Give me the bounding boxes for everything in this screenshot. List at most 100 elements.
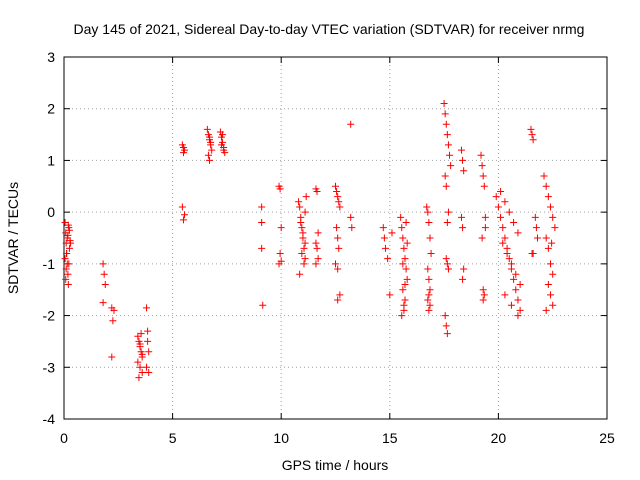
data-point [135, 374, 143, 382]
data-point [400, 244, 408, 252]
data-point [499, 239, 507, 247]
x-axis: 0 5 10 15 20 25 [60, 57, 615, 446]
data-point [507, 301, 515, 309]
data-point [206, 133, 214, 141]
data-point [480, 182, 488, 190]
data-point [400, 301, 408, 309]
data-point [402, 218, 410, 226]
data-point [65, 244, 73, 252]
data-point [424, 208, 432, 216]
data-point [441, 312, 449, 320]
data-point [401, 281, 409, 289]
data-point [99, 260, 107, 268]
data-point [459, 156, 467, 164]
data-point [510, 218, 518, 226]
data-points [61, 100, 559, 382]
data-point [527, 125, 535, 133]
data-point [403, 239, 411, 247]
y-axis-label: SDTVAR / TECUs [5, 182, 21, 294]
data-point [425, 306, 433, 314]
data-point [145, 368, 153, 376]
x-tick-label: 20 [491, 430, 507, 446]
data-point [145, 348, 153, 356]
data-point [313, 244, 321, 252]
data-point [335, 244, 343, 252]
data-point [347, 120, 355, 128]
data-point [296, 203, 304, 211]
data-point [297, 218, 305, 226]
data-point [399, 234, 407, 242]
data-point [512, 270, 520, 278]
data-point [444, 208, 452, 216]
data-point [497, 213, 505, 221]
data-point [384, 255, 392, 263]
data-point [533, 234, 541, 242]
data-point [300, 260, 308, 268]
data-point [457, 213, 465, 221]
data-point [134, 358, 142, 366]
data-point [542, 306, 550, 314]
y-tick-label: -3 [43, 359, 56, 375]
data-point [64, 270, 72, 278]
x-axis-label: GPS time / hours [282, 457, 389, 473]
data-point [478, 234, 486, 242]
data-point [208, 146, 216, 154]
data-point [332, 182, 339, 190]
data-point [63, 250, 71, 258]
data-point [181, 211, 189, 219]
data-point [333, 187, 341, 195]
data-point [443, 218, 451, 226]
data-point [259, 301, 267, 309]
data-point [481, 224, 489, 232]
data-point [440, 100, 448, 108]
data-point [505, 255, 513, 263]
data-point [300, 244, 308, 252]
data-point [61, 255, 69, 263]
data-point [276, 185, 284, 193]
data-point [336, 291, 344, 299]
y-tick-label: 2 [47, 101, 55, 117]
data-point [424, 265, 432, 273]
data-point [547, 203, 555, 211]
data-point [137, 330, 145, 338]
data-point [314, 255, 322, 263]
data-point [312, 239, 320, 247]
data-point [505, 208, 513, 216]
data-point [301, 208, 309, 216]
data-point [206, 156, 214, 164]
data-point [178, 203, 186, 211]
x-tick-label: 10 [273, 430, 289, 446]
data-point [528, 131, 536, 139]
data-point [144, 327, 152, 335]
data-point [501, 291, 509, 299]
data-point [514, 312, 522, 320]
data-point [64, 281, 72, 289]
data-point [424, 296, 432, 304]
data-point [426, 234, 434, 242]
data-point [442, 255, 450, 263]
data-point [301, 239, 309, 247]
data-point [207, 138, 215, 146]
data-point [494, 203, 502, 211]
data-point [397, 213, 405, 221]
data-point [335, 198, 343, 206]
data-point [220, 146, 228, 154]
y-axis: -4 -3 -2 -1 0 1 2 3 [43, 49, 607, 427]
x-tick-label: 5 [169, 430, 177, 446]
y-tick-label: -2 [43, 308, 56, 324]
data-point [425, 275, 433, 283]
y-tick-label: -1 [43, 256, 56, 272]
data-point [460, 265, 468, 273]
data-point [386, 291, 394, 299]
data-point [479, 172, 487, 180]
data-point [443, 260, 451, 268]
x-tick-label: 0 [60, 430, 68, 446]
data-point [179, 149, 187, 157]
data-point [478, 162, 486, 170]
data-point [398, 312, 406, 320]
data-point [403, 275, 411, 283]
data-point [444, 265, 452, 273]
data-point [459, 224, 467, 232]
data-point [549, 301, 557, 309]
data-point [426, 301, 434, 309]
